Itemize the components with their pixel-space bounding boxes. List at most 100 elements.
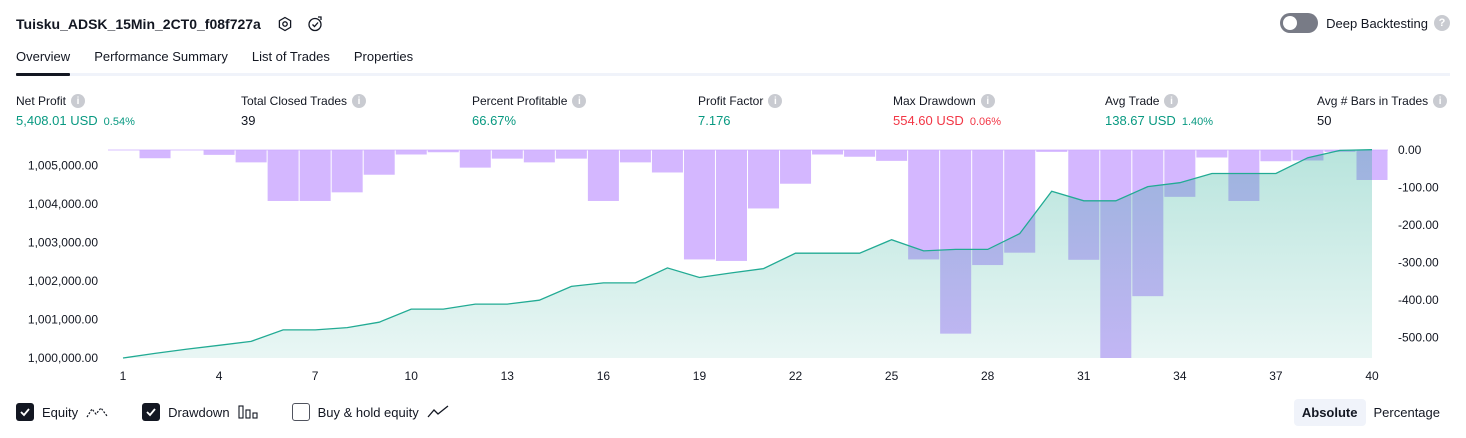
- drawdown-bar: [651, 150, 683, 173]
- drawdown-bar: [427, 150, 459, 153]
- drawdown-bar: [619, 150, 651, 163]
- metric-value: 66.67%: [472, 113, 517, 128]
- metric-value: 554.60 USD: [893, 113, 964, 128]
- legend-buy-hold[interactable]: Buy & hold equity: [291, 403, 449, 421]
- metric-max-drawdown: Max Drawdown i 554.60 USD 0.06%: [893, 93, 1001, 128]
- x-axis-tick-label: 22: [789, 369, 803, 383]
- left-axis-tick-label: 1,000,000.00: [28, 351, 98, 365]
- metric-net-profit: Net Profit i 5,408.01 USD 0.54%: [16, 93, 135, 128]
- x-axis-tick-label: 40: [1365, 369, 1379, 383]
- help-icon[interactable]: ?: [1434, 15, 1450, 31]
- x-axis-tick-label: 34: [1173, 369, 1187, 383]
- deep-backtesting-toggle[interactable]: [1280, 13, 1319, 33]
- info-icon[interactable]: i: [1433, 94, 1448, 108]
- metric-percent-profitable: Percent Profitable i 66.67%: [472, 93, 587, 128]
- tab-performance-summary[interactable]: Performance Summary: [94, 49, 228, 64]
- absolute-button[interactable]: Absolute: [1293, 399, 1366, 426]
- buy-hold-label: Buy & hold equity: [317, 404, 419, 420]
- metric-avg-bars-in-trades: Avg # Bars in Trades i 50: [1317, 93, 1448, 128]
- left-axis-tick-label: 1,003,000.00: [28, 235, 98, 249]
- x-axis-tick-label: 13: [501, 369, 515, 383]
- metric-label: Avg # Bars in Trades: [1317, 94, 1429, 108]
- x-axis-tick-label: 37: [1269, 369, 1283, 383]
- drawdown-checkbox[interactable]: [142, 403, 161, 421]
- drawdown-bar: [459, 150, 491, 168]
- drawdown-bar: [748, 150, 780, 209]
- drawdown-bar: [587, 150, 619, 201]
- metric-label: Total Closed Trades: [241, 94, 348, 108]
- drawdown-bar: [395, 150, 427, 155]
- x-axis-tick-label: 4: [216, 369, 223, 383]
- tab-properties[interactable]: Properties: [353, 49, 414, 64]
- x-axis-tick-label: 7: [312, 369, 319, 383]
- drawdown-label: Drawdown: [168, 404, 230, 420]
- metric-label: Avg Trade: [1105, 94, 1160, 108]
- metric-label: Profit Factor: [698, 94, 764, 108]
- info-icon[interactable]: i: [768, 94, 783, 108]
- metric-avg-trade: Avg Trade i 138.67 USD 1.40%: [1105, 93, 1213, 128]
- drawdown-bar: [555, 150, 587, 159]
- drawdown-bar: [299, 150, 331, 201]
- info-icon[interactable]: i: [980, 94, 995, 108]
- drawdown-bar: [780, 150, 812, 184]
- drawdown-bar: [235, 150, 267, 163]
- header: Tuisku_ADSK_15Min_2CT0_f08f727a: [16, 12, 325, 36]
- buy-hold-checkbox[interactable]: [291, 403, 310, 421]
- right-axis-tick-label: -400.00: [1398, 293, 1439, 307]
- strategy-title: Tuisku_ADSK_15Min_2CT0_f08f727a: [16, 16, 261, 32]
- equity-checkbox[interactable]: [16, 403, 34, 421]
- drawdown-bar: [908, 150, 940, 260]
- drawdown-bar: [715, 150, 747, 261]
- left-axis-tick-label: 1,002,000.00: [28, 274, 98, 288]
- settings-gear-icon[interactable]: [275, 14, 295, 34]
- drawdown-bar: [267, 150, 299, 201]
- equity-drawdown-chart[interactable]: 1,005,000.00 1,004,000.00 1,003,000.00 1,00…: [0, 140, 1466, 395]
- x-axis-tick-label: 28: [981, 369, 995, 383]
- info-icon[interactable]: i: [352, 94, 367, 108]
- x-axis-tick-label: 10: [405, 369, 419, 383]
- tab-overview[interactable]: Overview: [16, 46, 71, 76]
- percentage-button[interactable]: Percentage: [1373, 405, 1441, 420]
- left-axis-tick-label: 1,004,000.00: [28, 197, 98, 211]
- metric-value: 138.67 USD: [1105, 113, 1176, 128]
- drawdown-bar: [683, 150, 715, 260]
- x-axis-tick-label: 31: [1077, 369, 1091, 383]
- scale-mode-switch: Absolute Percentage: [1293, 399, 1448, 426]
- right-axis-tick-label: -300.00: [1398, 255, 1439, 269]
- metric-label: Net Profit: [16, 94, 67, 108]
- drawdown-bar: [523, 150, 555, 163]
- right-axis-tick-label: -500.00: [1398, 330, 1439, 344]
- metric-value: 5,408.01 USD: [16, 113, 98, 128]
- tab-bar: Overview Performance Summary List of Tra…: [16, 46, 1450, 76]
- drawdown-bars-icon: [238, 405, 258, 419]
- right-axis-tick-label: -100.00: [1398, 180, 1439, 194]
- equity-area: [123, 149, 1372, 358]
- info-icon[interactable]: i: [572, 94, 587, 108]
- drawdown-bar: [1292, 150, 1324, 161]
- right-axis-tick-label: -200.00: [1398, 218, 1439, 232]
- drawdown-bar: [876, 150, 908, 161]
- drawdown-bar: [1036, 150, 1068, 152]
- metric-value: 50: [1317, 113, 1332, 128]
- source-code-icon[interactable]: [305, 14, 325, 34]
- buy-hold-line-icon: [427, 405, 449, 419]
- drawdown-bar: [363, 150, 395, 175]
- info-icon[interactable]: i: [71, 94, 86, 108]
- drawdown-bar: [1260, 150, 1292, 162]
- legend-drawdown[interactable]: Drawdown: [142, 403, 258, 421]
- deep-backtesting-label: Deep Backtesting: [1326, 15, 1428, 31]
- equity-line-icon: [86, 405, 108, 419]
- metric-profit-factor: Profit Factor i 7.176: [698, 93, 783, 128]
- equity-line: [122, 149, 1373, 359]
- drawdown-bar: [844, 150, 876, 157]
- left-axis-tick-label: 1,005,000.00: [28, 158, 98, 172]
- metric-value: 7.176: [698, 113, 731, 128]
- metric-value: 39: [241, 113, 256, 128]
- legend-equity[interactable]: Equity: [16, 403, 108, 421]
- tab-list-of-trades[interactable]: List of Trades: [251, 49, 330, 64]
- drawdown-bar: [491, 150, 523, 159]
- info-icon[interactable]: i: [1164, 94, 1179, 108]
- x-axis-tick-label: 25: [885, 369, 899, 383]
- x-axis-tick-label: 16: [597, 369, 611, 383]
- metric-label: Max Drawdown: [893, 94, 976, 108]
